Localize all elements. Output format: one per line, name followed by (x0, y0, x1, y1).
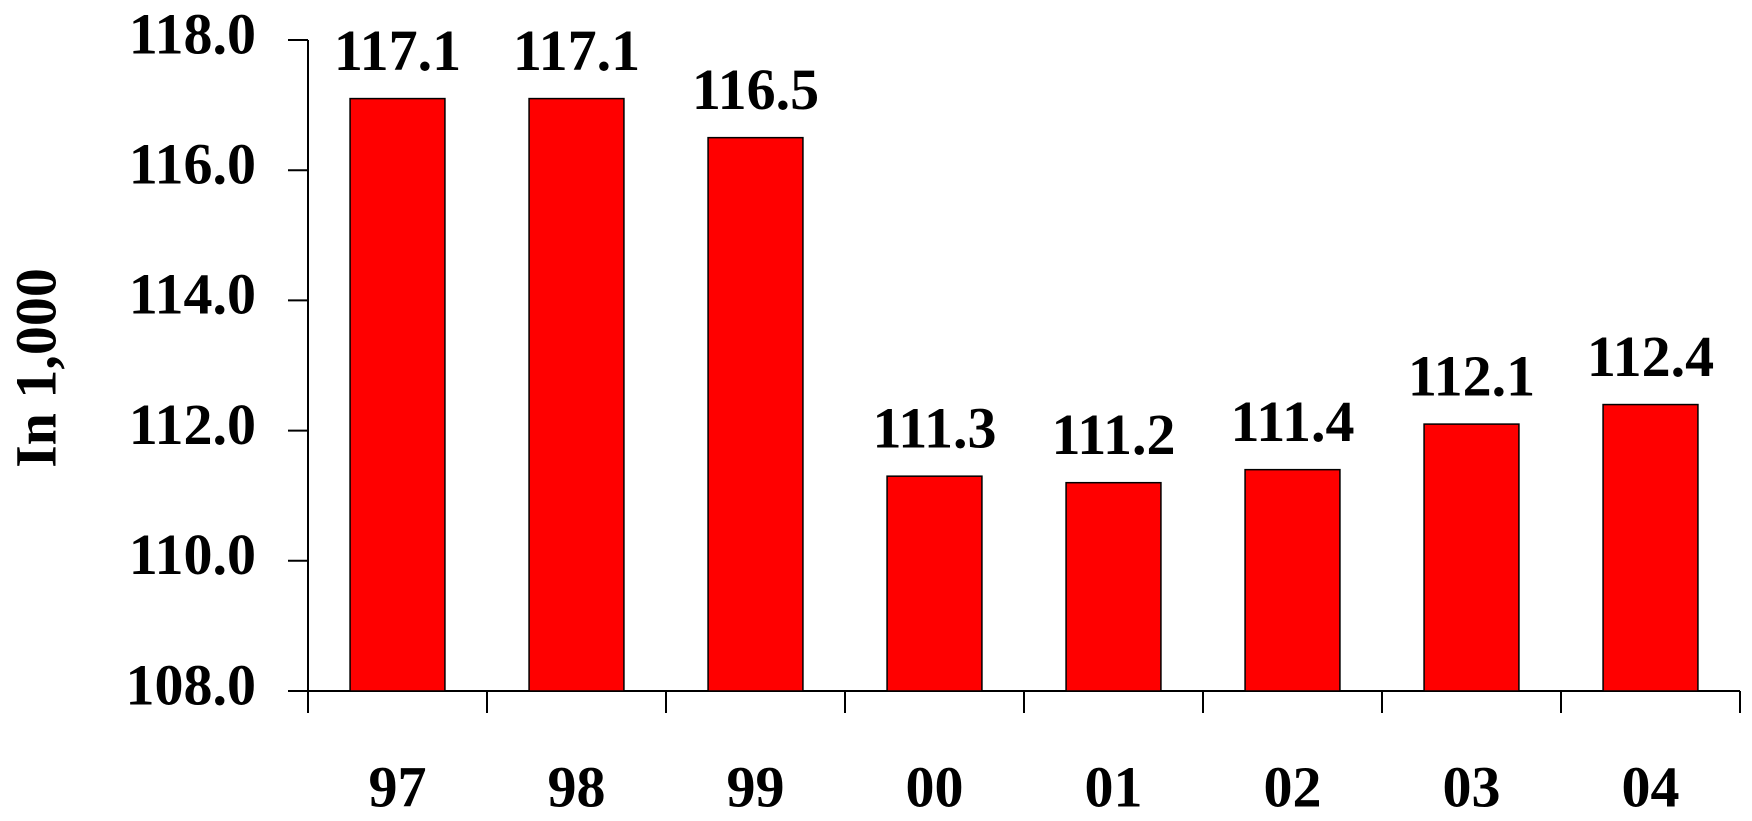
data-label: 117.1 (334, 18, 461, 83)
x-tick-label: 98 (548, 754, 606, 819)
y-tick-label: 118.0 (129, 1, 256, 66)
bar (528, 97, 625, 692)
data-label: 111.4 (1230, 389, 1354, 454)
data-label: 112.1 (1408, 343, 1535, 408)
y-axis-label: In 1,000 (3, 268, 68, 468)
data-label: 117.1 (513, 18, 640, 83)
data-label: 111.3 (872, 395, 996, 460)
y-tick-label: 108.0 (126, 652, 257, 717)
y-tick-label: 116.0 (129, 132, 256, 197)
bar (886, 475, 983, 692)
y-tick-label: 114.0 (129, 262, 256, 327)
x-tick-label: 04 (1622, 754, 1680, 819)
x-tick-label: 00 (906, 754, 964, 819)
x-tick-label: 99 (727, 754, 785, 819)
data-label: 116.5 (692, 57, 819, 122)
y-tick-label: 110.0 (129, 522, 256, 587)
bar (1244, 468, 1341, 692)
bar (1423, 423, 1520, 692)
data-label: 112.4 (1587, 324, 1714, 389)
x-tick-label: 01 (1085, 754, 1143, 819)
y-tick-label: 112.0 (129, 392, 256, 457)
bar (1602, 403, 1699, 692)
x-tick-label: 97 (369, 754, 427, 819)
bar (1065, 481, 1162, 692)
bar (349, 97, 446, 692)
bar (707, 136, 804, 692)
x-tick-label: 03 (1443, 754, 1501, 819)
data-label: 111.2 (1051, 402, 1175, 467)
x-tick-label: 02 (1264, 754, 1322, 819)
